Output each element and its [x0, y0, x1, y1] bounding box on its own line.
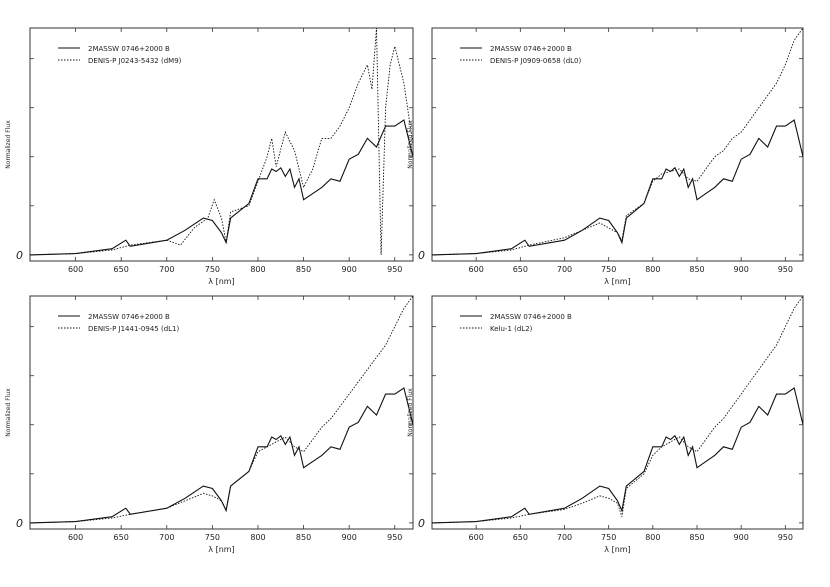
x-tick-label: 650 [114, 265, 129, 274]
x-tick-label: 600 [469, 265, 484, 274]
series-line-1 [432, 387, 803, 524]
x-axis-label: λ [nm] [604, 545, 630, 554]
series-line-1 [30, 119, 413, 256]
y-axis-label: Normalized Flux [407, 388, 414, 437]
series-line-2 [432, 296, 803, 524]
x-tick-label: 800 [250, 533, 265, 542]
x-tick-label: 750 [601, 265, 616, 274]
x-tick-label: 600 [68, 265, 83, 274]
x-axis-label: λ [nm] [208, 277, 234, 286]
x-tick-label: 750 [205, 265, 220, 274]
panel-3: 600 650 700 750 800 850 900 950 λ [nm] Normalized… [5, 295, 414, 554]
x-tick-label: 950 [778, 533, 793, 542]
x-tick-label: 700 [159, 265, 174, 274]
legend-label-2: DENIS-P J0243-5432 (dM9) [88, 57, 182, 65]
legend-label-1: 2MASSW 0746+2000 B [490, 45, 572, 53]
x-tick-label: 850 [296, 265, 311, 274]
x-tick-label: 650 [513, 265, 528, 274]
panel-2: 600 650 700 750 800 850 900 950 λ [nm] Normalized… [407, 27, 804, 286]
x-tick-label: 600 [469, 533, 484, 542]
y-zero-label: 0 [16, 517, 23, 530]
x-tick-label: 850 [296, 533, 311, 542]
x-tick-label: 700 [557, 533, 572, 542]
series-line-1 [432, 119, 803, 256]
y-zero-label: 0 [16, 249, 23, 262]
x-axis-label: λ [nm] [208, 545, 234, 554]
legend-label-1: 2MASSW 0746+2000 B [490, 313, 572, 321]
y-axis-label: Normalized Flux [407, 120, 414, 169]
panel-4: 600 650 700 750 800 850 900 950 λ [nm] Normalized… [407, 295, 804, 554]
x-tick-label: 900 [342, 533, 357, 542]
x-tick-label: 950 [387, 265, 402, 274]
x-tick-label: 800 [645, 265, 660, 274]
series-line-2 [30, 296, 413, 524]
y-zero-label: 0 [418, 249, 425, 262]
plot-frame [431, 295, 804, 530]
series-line-2 [30, 28, 413, 256]
y-axis-label: Normalized Flux [5, 120, 12, 169]
x-tick-label: 900 [342, 265, 357, 274]
x-tick-label: 750 [205, 533, 220, 542]
x-axis-label: λ [nm] [604, 277, 630, 286]
plot-frame [29, 295, 414, 530]
x-tick-label: 850 [689, 533, 704, 542]
x-tick-label: 800 [250, 265, 265, 274]
series-line-1 [30, 387, 413, 524]
legend-label-2: DENIS-P J0909-0658 (dL0) [490, 57, 582, 65]
x-tick-label: 650 [513, 533, 528, 542]
x-tick-label: 900 [734, 265, 749, 274]
y-axis-label: Normalized Flux [5, 388, 12, 437]
x-tick-label: 650 [114, 533, 129, 542]
x-tick-label: 700 [557, 265, 572, 274]
x-tick-label: 850 [689, 265, 704, 274]
legend-label-1: 2MASSW 0746+2000 B [88, 313, 170, 321]
x-tick-label: 950 [387, 533, 402, 542]
panel-1: 600 650 700 750 800 850 900 950 λ [nm] Normalized… [5, 27, 414, 286]
legend-label-2: DENIS-P J1441-0945 (dL1) [88, 325, 180, 333]
x-tick-label: 950 [778, 265, 793, 274]
plot-frame [431, 27, 804, 262]
series-line-2 [432, 28, 803, 256]
x-tick-label: 800 [645, 533, 660, 542]
legend-label-1: 2MASSW 0746+2000 B [88, 45, 170, 53]
legend-label-2: Kelu-1 (dL2) [490, 325, 533, 333]
x-tick-label: 600 [68, 533, 83, 542]
y-zero-label: 0 [418, 517, 425, 530]
x-tick-label: 750 [601, 533, 616, 542]
x-tick-label: 700 [159, 533, 174, 542]
x-tick-label: 900 [734, 533, 749, 542]
